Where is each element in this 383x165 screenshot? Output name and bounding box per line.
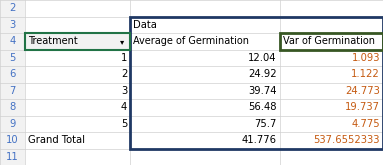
Text: 1.093: 1.093 xyxy=(352,53,380,63)
Text: 24.92: 24.92 xyxy=(248,69,277,79)
Bar xyxy=(0,33,25,50)
Text: 19.737: 19.737 xyxy=(345,102,380,112)
Bar xyxy=(25,33,130,50)
Text: 24.773: 24.773 xyxy=(345,86,380,96)
Text: 8: 8 xyxy=(9,102,16,112)
Bar xyxy=(0,99,25,116)
Text: Data: Data xyxy=(133,20,157,30)
Text: ▾: ▾ xyxy=(120,37,125,46)
Bar xyxy=(0,148,25,165)
Bar xyxy=(0,66,25,82)
Text: 75.7: 75.7 xyxy=(254,119,277,129)
Text: 1.122: 1.122 xyxy=(351,69,380,79)
Bar xyxy=(0,50,25,66)
Text: Average of Germination: Average of Germination xyxy=(133,36,249,46)
Text: 39.74: 39.74 xyxy=(248,86,277,96)
Text: 4: 4 xyxy=(9,36,16,46)
Text: 2: 2 xyxy=(121,69,127,79)
Bar xyxy=(0,16,25,33)
Text: 5: 5 xyxy=(9,53,16,63)
Bar xyxy=(0,0,25,16)
Text: 3: 3 xyxy=(9,20,16,30)
Text: Grand Total: Grand Total xyxy=(28,135,85,145)
Text: 4.775: 4.775 xyxy=(351,119,380,129)
Bar xyxy=(0,82,25,99)
Bar xyxy=(0,115,25,132)
Text: Var of Germination: Var of Germination xyxy=(283,36,375,46)
Text: 3: 3 xyxy=(121,86,127,96)
Bar xyxy=(280,33,383,50)
Bar xyxy=(0,132,25,148)
Text: 7: 7 xyxy=(9,86,16,96)
Text: 12.04: 12.04 xyxy=(248,53,277,63)
Text: 9: 9 xyxy=(9,119,16,129)
Text: 56.48: 56.48 xyxy=(248,102,277,112)
Text: 10: 10 xyxy=(6,135,19,145)
Text: 1: 1 xyxy=(121,53,127,63)
Bar xyxy=(25,33,130,50)
Text: 41.776: 41.776 xyxy=(242,135,277,145)
Text: 537.6552333: 537.6552333 xyxy=(313,135,380,145)
Text: 6: 6 xyxy=(9,69,16,79)
Text: 11: 11 xyxy=(6,152,19,162)
Text: 5: 5 xyxy=(121,119,127,129)
Bar xyxy=(130,16,383,148)
Text: 2: 2 xyxy=(9,3,16,13)
Text: 4: 4 xyxy=(121,102,127,112)
Text: Treatment: Treatment xyxy=(28,36,78,46)
